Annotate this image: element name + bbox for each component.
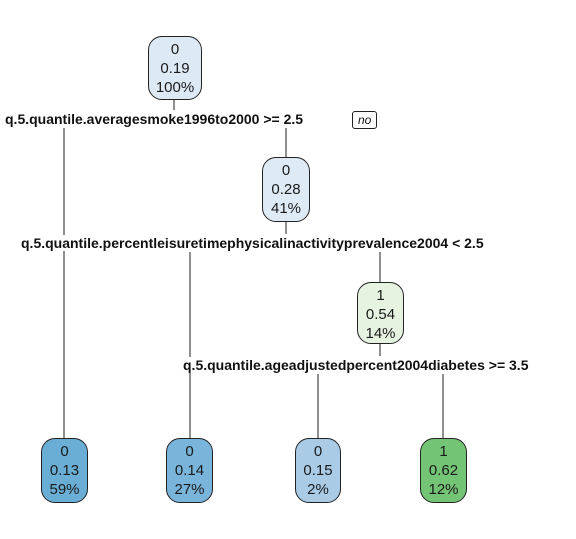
node-prob: 0.19 [160,60,190,77]
split-label-2: q.5.quantile.percentleisuretimephysicali… [19,235,486,251]
node-pct: 14% [365,325,396,342]
leaf-2: 0 0.14 27% [166,438,213,503]
node-prob: 0.13 [49,462,80,479]
leaf-3: 0 0.15 2% [295,438,341,503]
node-prob: 0.54 [365,306,396,323]
node-class: 0 [170,41,180,58]
node-2: 0 0.28 41% [262,157,310,222]
node-prob: 0.62 [428,462,459,479]
node-pct: 27% [174,481,205,498]
node-prob: 0.15 [303,462,333,479]
node-prob: 0.14 [174,462,205,479]
node-class: 0 [281,162,291,179]
node-pct: 100% [155,79,195,96]
node-class: 1 [439,443,448,460]
node-class: 0 [185,443,194,460]
split-label-1: q.5.quantile.averagesmoke1996to2000 >= 2… [3,111,306,127]
leaf-4: 1 0.62 12% [420,438,467,503]
node-root: 0 0.19 100% [148,36,202,100]
split-label-3: q.5.quantile.ageadjustedpercent2004diabe… [181,357,531,373]
node-class: 0 [313,443,323,460]
node-pct: 41% [270,200,302,217]
node-pct: 12% [428,481,459,498]
node-pct: 2% [307,481,329,498]
node-class: 1 [376,287,385,304]
node-pct: 59% [49,481,80,498]
leaf-1: 0 0.13 59% [41,438,88,503]
node-prob: 0.28 [271,181,301,198]
no-label: no [352,111,378,129]
node-class: 0 [60,443,69,460]
node-3: 1 0.54 14% [357,282,404,344]
